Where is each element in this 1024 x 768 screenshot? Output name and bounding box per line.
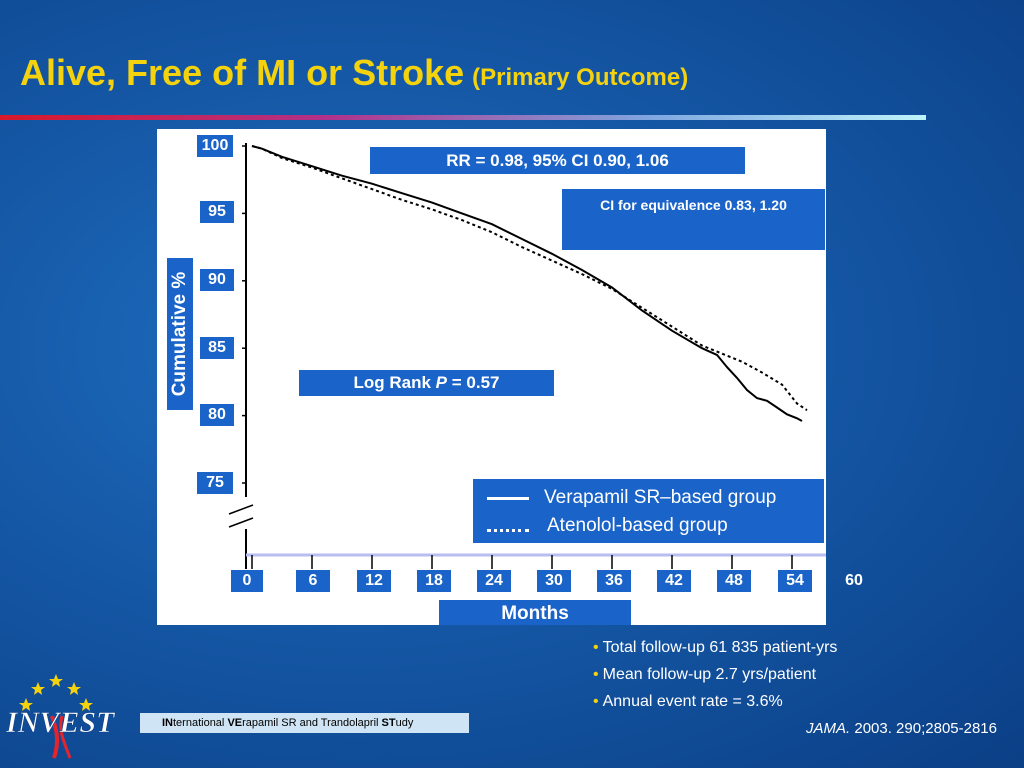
chart-svg <box>228 143 826 569</box>
y-tick-80: 80 <box>200 404 234 426</box>
study-name-bar: INternational VErapamil SR and Trandolap… <box>140 713 469 733</box>
ci-equivalence-text: CI for equivalence 0.83, 1.20 <box>600 197 787 213</box>
bullet-item: • Mean follow-up 2.7 yrs/patient <box>593 661 837 688</box>
invest-logo: INVEST <box>5 674 116 759</box>
rr-annotation-box: RR = 0.98, 95% CI 0.90, 1.06 <box>370 147 745 174</box>
legend-swatch-dotted <box>487 529 529 532</box>
ci-equivalence-box: CI for equivalence 0.83, 1.20 <box>562 189 825 250</box>
title-underline-rule <box>0 115 926 120</box>
study-name-part: ST <box>381 717 396 729</box>
x-tick-54: 54 <box>778 570 812 592</box>
log-rank-value: = 0.57 <box>447 373 500 392</box>
legend-label-atenolol: Atenolol-based group <box>547 515 728 536</box>
x-tick-30: 30 <box>537 570 571 592</box>
study-name-part: VE <box>227 717 243 729</box>
bullet-dot: • <box>593 693 599 710</box>
legend-item-verapamil: Verapamil SR–based group <box>473 485 824 513</box>
x-axis-label-box: Months <box>439 600 631 625</box>
study-name-part: udy <box>395 717 414 729</box>
x-axis-label: Months <box>501 603 569 624</box>
bullet-dot: • <box>593 639 599 656</box>
citation: JAMA. 2003. 290;2805-2816 <box>806 720 997 737</box>
legend-label-verapamil: Verapamil SR–based group <box>544 487 777 508</box>
study-name-part: rapamil SR and Trandolapril <box>242 717 382 729</box>
axis-break-mark <box>228 504 254 515</box>
y-tick-85: 85 <box>200 337 234 359</box>
citation-journal: JAMA. <box>806 720 851 737</box>
slide-title-subtitle: (Primary Outcome) <box>472 64 689 91</box>
study-name-part: ternational <box>173 717 228 729</box>
study-name-part: IN <box>162 717 173 729</box>
series-line-verapamil <box>251 145 803 422</box>
bullet-text: Annual event rate = 3.6% <box>602 693 783 710</box>
x-tick-60: 60 <box>845 572 863 589</box>
bullet-item: • Annual event rate = 3.6% <box>593 688 837 715</box>
slide-title-main: Alive, Free of MI or Stroke <box>20 52 465 93</box>
x-tick-36: 36 <box>597 570 631 592</box>
bullet-dot: • <box>593 666 599 683</box>
y-tick-90: 90 <box>200 269 234 291</box>
x-tick-42: 42 <box>657 570 691 592</box>
bullet-item: • Total follow-up 61 835 patient-yrs <box>593 634 837 661</box>
chart-legend: Verapamil SR–based group Atenolol-based … <box>473 479 824 543</box>
x-tick-24: 24 <box>477 570 511 592</box>
axis-break-mark <box>228 517 254 528</box>
series-line-atenolol <box>251 145 808 412</box>
x-tick-6: 6 <box>296 570 330 592</box>
x-tick-48: 48 <box>717 570 751 592</box>
y-axis-label: Cumulative % <box>169 271 190 397</box>
x-tick-0: 0 <box>231 570 263 592</box>
bullet-text: Total follow-up 61 835 patient-yrs <box>602 639 838 656</box>
y-tick-75: 75 <box>197 472 233 494</box>
legend-item-atenolol: Atenolol-based group <box>473 513 824 541</box>
legend-swatch-solid <box>487 497 529 500</box>
summary-bullets: • Total follow-up 61 835 patient-yrs • Mea… <box>593 634 837 715</box>
x-tick-12: 12 <box>357 570 391 592</box>
invest-logo-text: INVEST <box>5 706 116 739</box>
log-rank-prefix: Log Rank <box>353 373 436 392</box>
log-rank-p-italic: P <box>435 373 448 392</box>
bullet-text: Mean follow-up 2.7 yrs/patient <box>602 666 817 683</box>
y-axis-label-box: Cumulative % <box>167 258 193 410</box>
y-tick-95: 95 <box>200 201 234 223</box>
slide-title: Alive, Free of MI or Stroke (Primary Outc… <box>20 52 688 94</box>
study-name-text: INternational VErapamil SR and Trandolap… <box>162 713 413 733</box>
x-tick-18: 18 <box>417 570 451 592</box>
log-rank-box: Log Rank P = 0.57 <box>299 370 554 396</box>
y-tick-100: 100 <box>197 135 233 157</box>
citation-reference: 2003. 290;2805-2816 <box>850 720 997 737</box>
rr-annotation-text: RR = 0.98, 95% CI 0.90, 1.06 <box>446 151 669 170</box>
